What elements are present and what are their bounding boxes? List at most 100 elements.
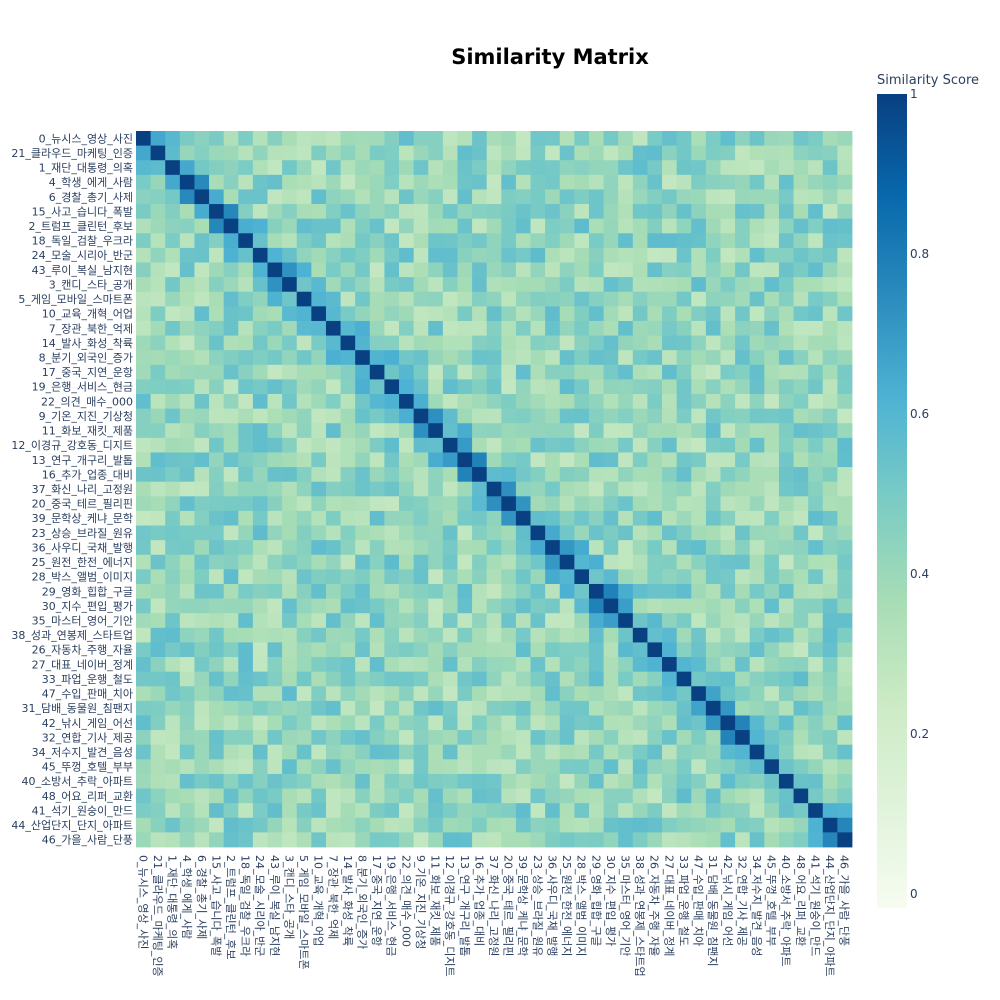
heatmap-cell [574, 730, 590, 746]
heatmap-cell [296, 773, 312, 789]
heatmap-cell [530, 218, 546, 234]
heatmap-cell [457, 408, 473, 424]
heatmap-cell [325, 364, 341, 380]
heatmap-cell [165, 233, 181, 249]
heatmap-cell [282, 583, 298, 599]
heatmap-cell [793, 715, 809, 731]
heatmap-cell [282, 540, 298, 556]
heatmap-cell [705, 744, 721, 760]
heatmap-cell [515, 423, 531, 439]
heatmap-cell [413, 583, 429, 599]
heatmap-cell [647, 671, 663, 687]
x-tick-label: 39_문학상_케냐_문학 [516, 855, 529, 956]
heatmap-cell [252, 204, 268, 220]
heatmap-cell [150, 803, 166, 819]
heatmap-cell [632, 481, 648, 497]
heatmap-cell [223, 657, 239, 673]
heatmap-cell [311, 364, 327, 380]
heatmap-cell [559, 204, 575, 220]
heatmap-cell [647, 817, 663, 833]
heatmap-cell [252, 510, 268, 526]
heatmap-cell [194, 437, 210, 453]
heatmap-cell [691, 510, 707, 526]
y-tick-label: 46_가을_사람_단풍 [42, 834, 133, 847]
heatmap-cell [647, 496, 663, 512]
heatmap-cell [355, 510, 371, 526]
y-tick-label: 4_학생_에게_사람 [49, 176, 133, 189]
heatmap-cell [369, 350, 385, 366]
heatmap-cell [428, 773, 444, 789]
heatmap-cell [355, 730, 371, 746]
heatmap-cell [355, 262, 371, 278]
heatmap-cell [179, 613, 195, 629]
heatmap-cell [355, 131, 371, 147]
heatmap-cell [720, 496, 736, 512]
heatmap-cell [150, 218, 166, 234]
y-tick-label: 36_사우디_국채_발행 [32, 541, 133, 554]
heatmap-cell [793, 145, 809, 161]
heatmap-cell [413, 423, 429, 439]
heatmap-cell [369, 642, 385, 658]
heatmap-cell [150, 452, 166, 468]
heatmap-cell [778, 496, 794, 512]
heatmap-cell [194, 583, 210, 599]
heatmap-cell [764, 832, 780, 848]
heatmap-cell [194, 788, 210, 804]
heatmap-cell [501, 613, 517, 629]
heatmap-cell [325, 394, 341, 410]
heatmap-cell [793, 657, 809, 673]
x-tick-label: 25_원전_한전_에너지 [560, 855, 573, 956]
heatmap-cell [720, 218, 736, 234]
heatmap-cell [325, 671, 341, 687]
heatmap-cell [588, 525, 604, 541]
heatmap-cell [793, 189, 809, 205]
heatmap-cell [428, 686, 444, 702]
heatmap-cell [515, 759, 531, 775]
heatmap-cell [325, 277, 341, 293]
heatmap-cell [603, 583, 619, 599]
heatmap-cell [472, 613, 488, 629]
heatmap-cell [764, 320, 780, 336]
heatmap-cell [325, 423, 341, 439]
heatmap-cell [457, 437, 473, 453]
heatmap-cell [150, 189, 166, 205]
heatmap-cell [574, 467, 590, 483]
heatmap-cell [603, 671, 619, 687]
heatmap-cell [720, 657, 736, 673]
y-tick-label: 13_연구_개구리_발톱 [32, 454, 133, 467]
chart-title: Similarity Matrix [451, 45, 649, 69]
heatmap-cell [252, 394, 268, 410]
heatmap-cell [822, 291, 838, 307]
heatmap-cell [442, 613, 458, 629]
heatmap-cell [340, 598, 356, 614]
heatmap-cell [735, 569, 751, 585]
heatmap-cell [618, 364, 634, 380]
heatmap-cell [457, 613, 473, 629]
heatmap-cell [662, 613, 678, 629]
heatmap-cell [574, 700, 590, 716]
heatmap-cell [822, 204, 838, 220]
heatmap-cell [223, 613, 239, 629]
y-tick-label: 47_수입_판매_치아 [42, 688, 133, 701]
heatmap-cell [486, 627, 502, 643]
heatmap-cell [735, 291, 751, 307]
heatmap-cell [413, 540, 429, 556]
heatmap-cell [793, 540, 809, 556]
heatmap-cell [282, 394, 298, 410]
heatmap-cell [340, 540, 356, 556]
heatmap-cell [515, 700, 531, 716]
heatmap-cell [676, 510, 692, 526]
heatmap-cell [165, 408, 181, 424]
heatmap-cell [282, 291, 298, 307]
heatmap-cell [764, 145, 780, 161]
heatmap-cell [165, 306, 181, 322]
heatmap-cell [662, 598, 678, 614]
heatmap-cell [252, 832, 268, 848]
heatmap-cell [574, 247, 590, 263]
heatmap-cell [252, 379, 268, 395]
heatmap-cell [238, 642, 254, 658]
heatmap-cell [545, 320, 561, 336]
x-tick-label: 32_연합_기사_제공 [735, 855, 748, 946]
heatmap-cell [442, 642, 458, 658]
heatmap-cell [296, 540, 312, 556]
